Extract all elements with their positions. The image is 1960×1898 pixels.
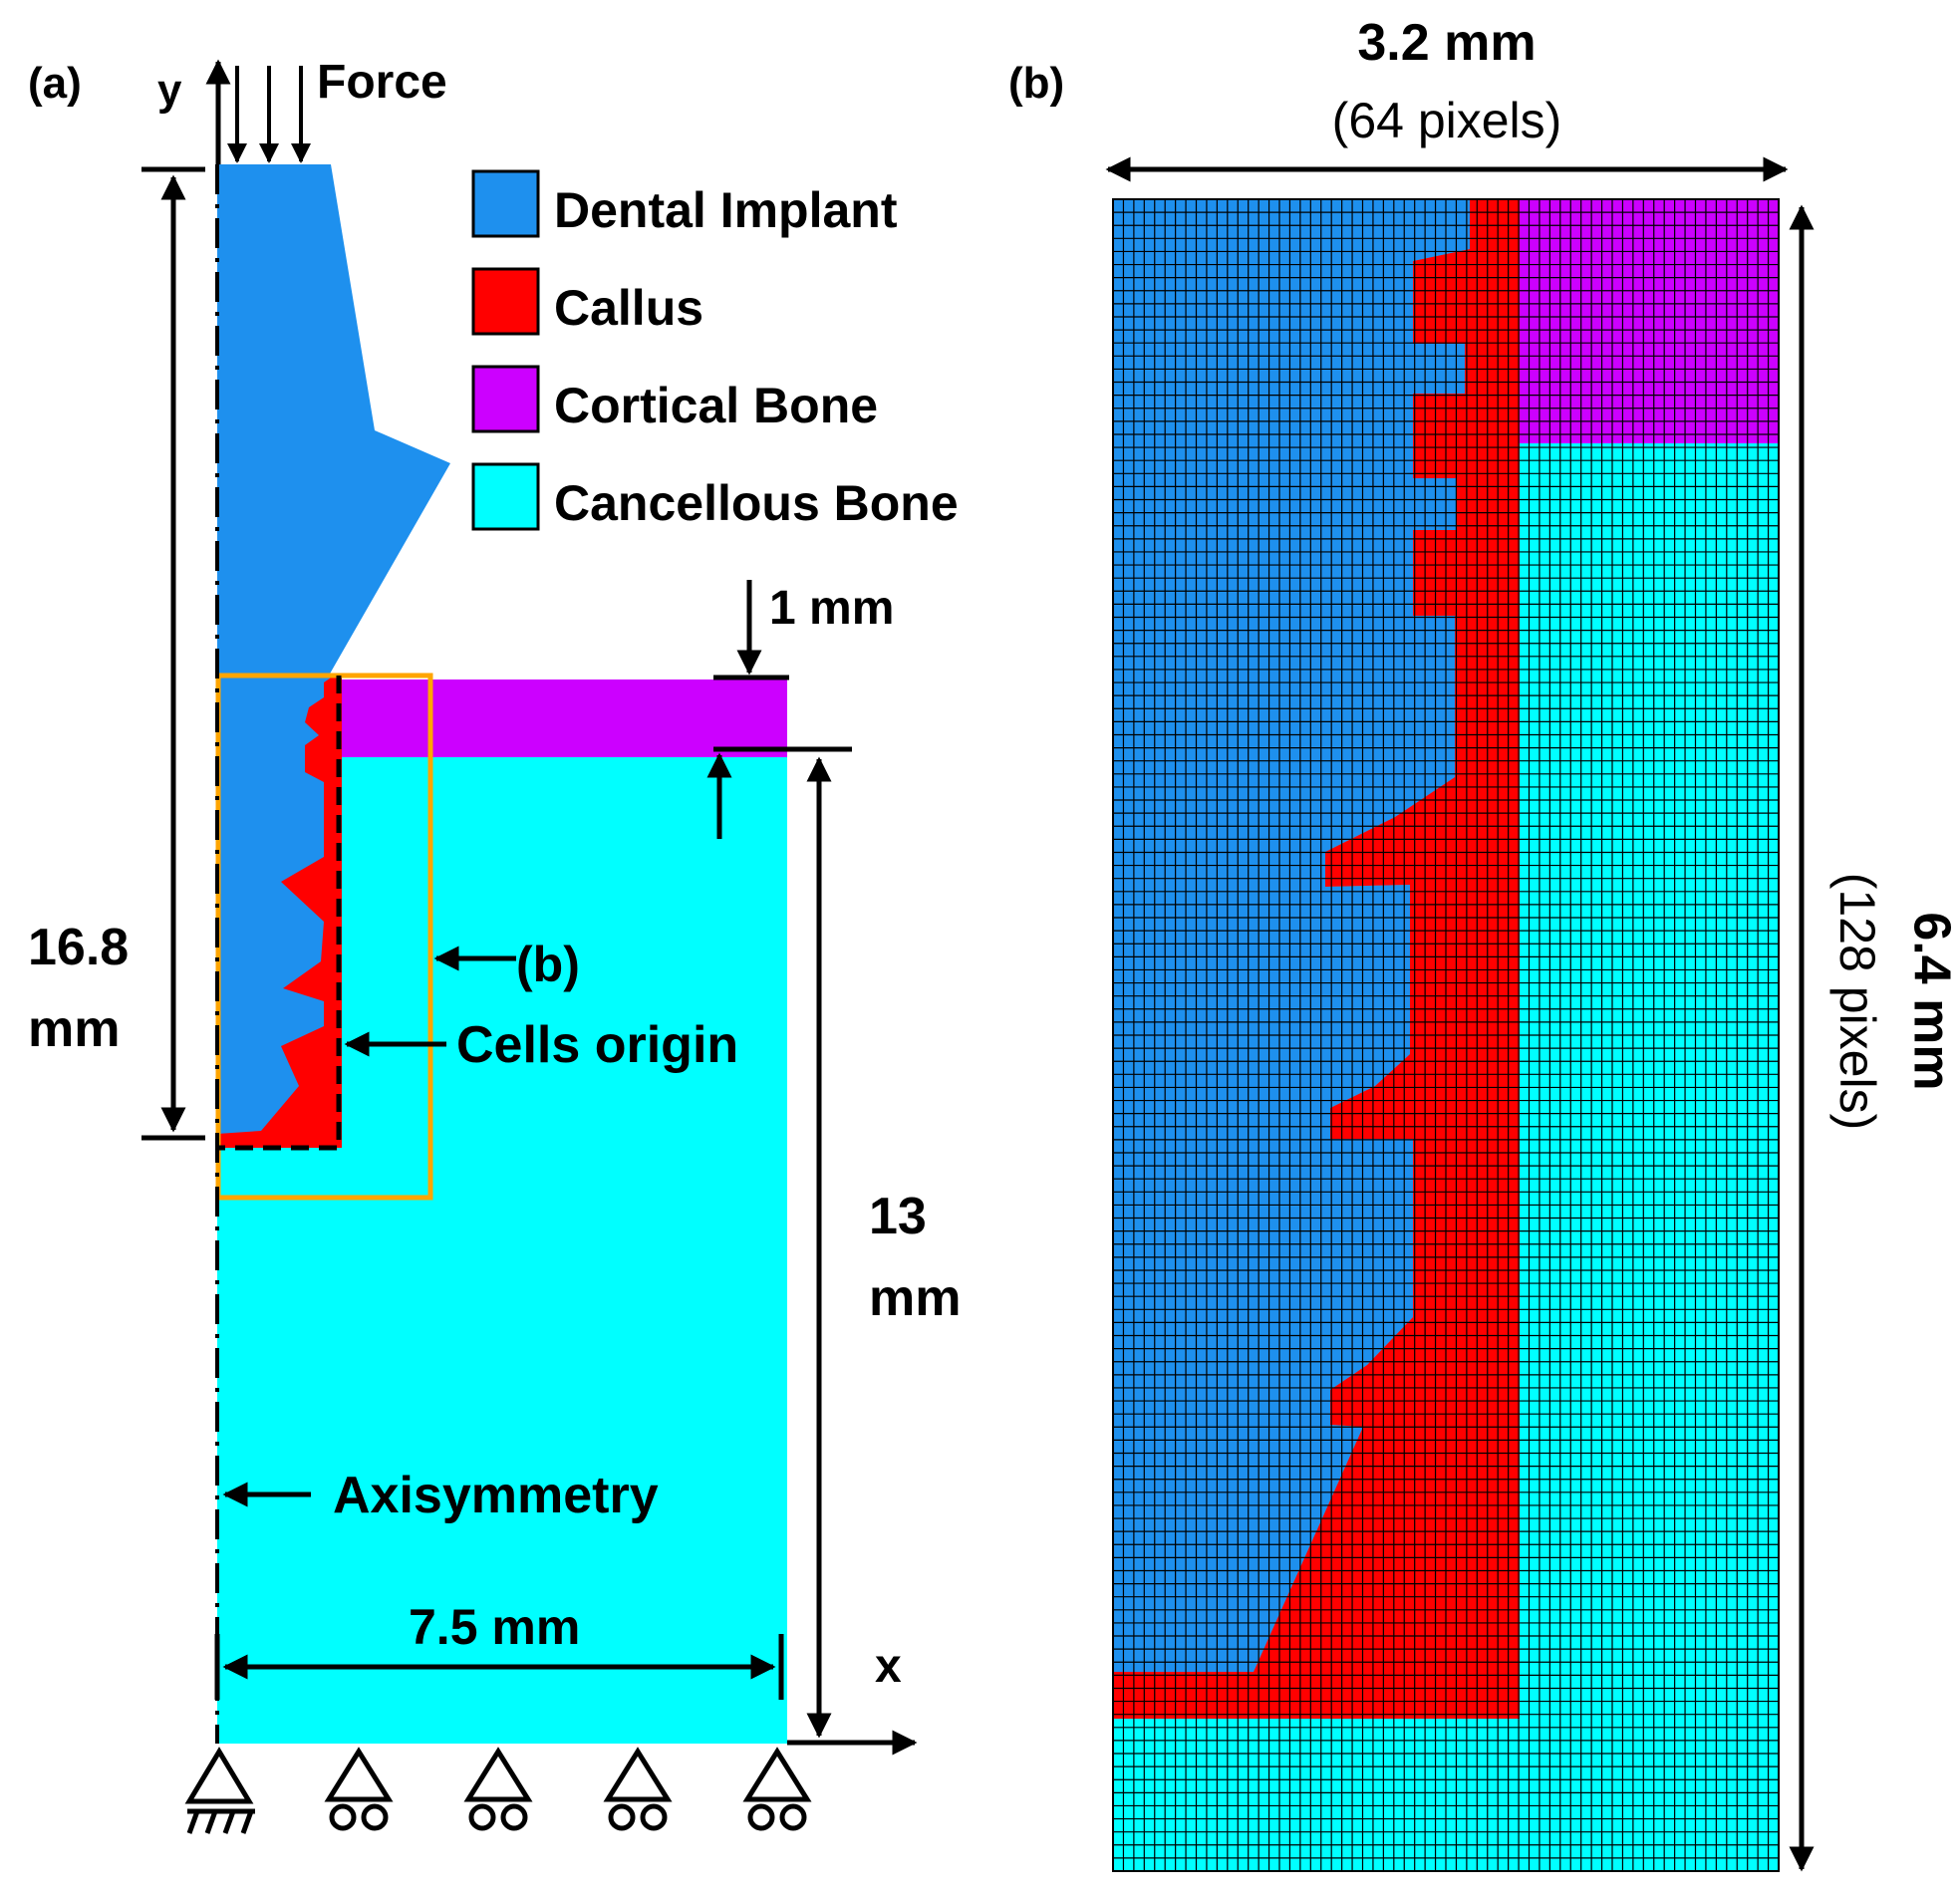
roller-support-icon [324, 1747, 394, 1831]
fe-mesh [1112, 198, 1780, 1872]
legend: Dental Implant Callus Cortical Bone Canc… [471, 169, 959, 531]
axisymmetry-label: Axisymmetry [333, 1467, 659, 1524]
mesh-width-mm: 3.2 mm [1357, 14, 1536, 72]
panel-a: (a) y Force Dental Implant Callus Cortic… [28, 56, 961, 1834]
roller-support-icon [742, 1747, 812, 1831]
mesh-width-px: (64 pixels) [1332, 93, 1562, 148]
legend-label-cortical: Cortical Bone [554, 378, 878, 433]
roi-reference-label: (b) [516, 937, 580, 992]
mesh-implant-region [1113, 199, 1470, 1672]
mesh-cortical-region [1520, 199, 1779, 443]
roller-support-icon [603, 1747, 673, 1831]
cortical-dim-label: 1 mm [769, 582, 894, 635]
total-height-value: 16.8 [28, 919, 129, 976]
mesh-grid [1113, 199, 1779, 1871]
legend-swatch-implant [471, 169, 540, 238]
y-axis-label: y [157, 66, 182, 115]
force-label: Force [317, 56, 447, 109]
mesh-grid-lines [1113, 199, 1779, 1871]
legend-label-cancellous: Cancellous Bone [554, 475, 959, 531]
legend-label-implant: Dental Implant [554, 182, 898, 238]
cells-origin-label: Cells origin [456, 1016, 738, 1074]
mesh-border [1112, 198, 1780, 1872]
bone-height-unit: mm [869, 1269, 961, 1327]
width-label: 7.5 mm [409, 1599, 580, 1655]
x-axis-label: x [875, 1640, 902, 1693]
legend-label-callus: Callus [554, 280, 703, 336]
fixed-support-icon [184, 1747, 255, 1834]
dental-implant-region [217, 164, 450, 1146]
callus-region [217, 676, 342, 1148]
mesh-callus-region [1113, 199, 1520, 1719]
panel-b: (b) 3.2 mm (64 pixels) 6.4 mm (128 pixel… [1008, 14, 1960, 1872]
cells-origin-boundary [217, 676, 342, 1151]
panel-a-label: (a) [28, 59, 82, 108]
bone-height-value: 13 [869, 1188, 927, 1245]
legend-swatch-cancellous [471, 462, 540, 531]
cortical-bone-region [339, 679, 787, 757]
legend-swatch-callus [471, 267, 540, 336]
legend-swatch-cortical [471, 365, 540, 433]
panel-b-label: (b) [1008, 59, 1064, 108]
roller-support-icon [463, 1747, 533, 1831]
mesh-height-px: (128 pixels) [1829, 873, 1885, 1130]
mesh-height-mm: 6.4 mm [1902, 912, 1960, 1090]
total-height-unit: mm [28, 1000, 120, 1058]
